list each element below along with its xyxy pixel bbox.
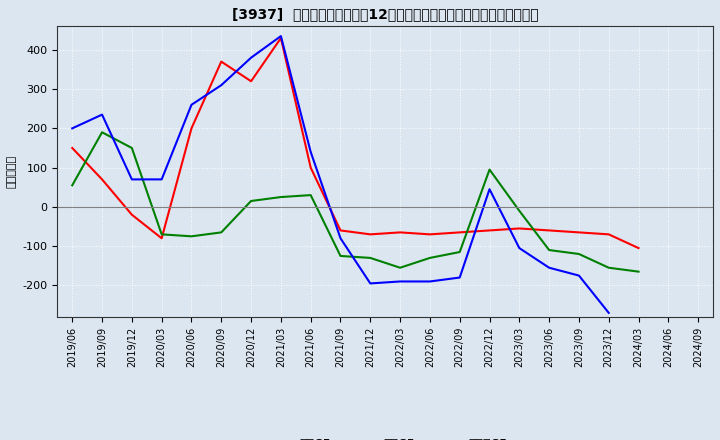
Y-axis label: （百万円）: （百万円） (7, 155, 17, 188)
Title: [3937]  キャッシュフローの12か月移動合計の対前年同期増減額の推移: [3937] キャッシュフローの12か月移動合計の対前年同期増減額の推移 (232, 7, 539, 21)
Legend: 営業CF, 投資CF, フリーCF: 営業CF, 投資CF, フリーCF (259, 433, 511, 440)
